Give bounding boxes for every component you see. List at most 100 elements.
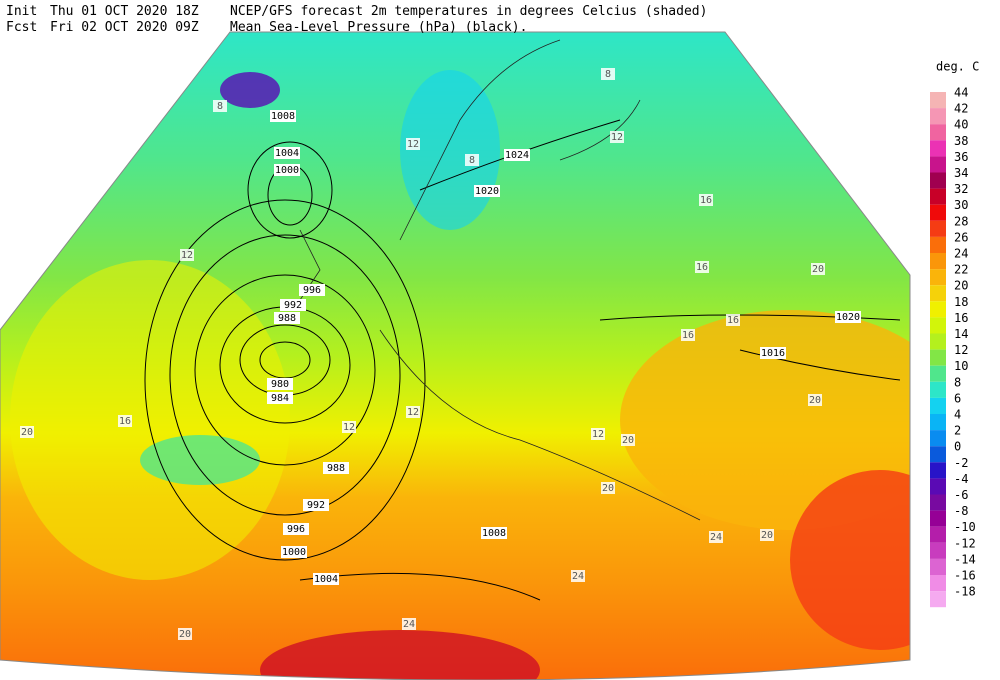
label-box [323,462,349,474]
isobar-label: 1004 [275,148,299,159]
legend-label: 44 [954,86,968,100]
label-box [835,311,861,323]
isobar-label: 1000 [275,165,299,176]
label-box [303,499,329,511]
legend-swatch [930,462,946,479]
legend-swatch [930,204,946,221]
legend-swatch [930,236,946,253]
legend-swatch [930,220,946,237]
label-box [601,68,615,80]
title-line-1: NCEP/GFS forecast 2m temperatures in deg… [230,4,707,19]
label-box [118,415,132,427]
legend-label: 10 [954,359,968,373]
temperature-label: 16 [682,330,694,341]
contour-labels: 1008100410009969929889809849889929961000… [20,68,861,640]
temperature-label: 20 [21,427,33,438]
legend-label: 20 [954,279,968,293]
isobar-label: 1024 [505,150,529,161]
isobar-label: 1020 [475,186,499,197]
label-box [270,110,296,122]
map-area [0,32,910,680]
label-box [591,428,605,440]
legend-swatch [930,156,946,173]
label-box [280,299,306,311]
label-box [213,100,227,112]
label-box [695,261,709,273]
isobar-label: 996 [303,285,321,296]
isobar-label: 1008 [271,111,295,122]
isobar-label: 1004 [314,574,338,585]
label-box [601,482,615,494]
legend-label: -12 [954,536,976,550]
temperature-label: 8 [217,101,223,112]
isobar-label: 996 [287,524,305,535]
label-box [709,531,723,543]
isobar-label: 1016 [761,348,785,359]
label-box [808,394,822,406]
legend: 4442403836343230282624222018161412108642… [930,86,976,608]
isobar-label: 992 [284,300,302,311]
isobar-label: 984 [271,393,289,404]
temperature-label: 16 [696,262,708,273]
legend-swatch [930,397,946,414]
temperature-label: 12 [407,139,419,150]
temperature-label: 8 [469,155,475,166]
legend-label: 12 [954,343,968,357]
temperature-label: 20 [812,264,824,275]
temperature-label: 16 [119,416,131,427]
legend-swatch [930,140,946,157]
label-box [402,618,416,630]
temperature-label: 16 [700,195,712,206]
legend-title: deg. C [936,60,979,74]
legend-swatch [930,575,946,592]
legend-swatch [930,108,946,125]
legend-swatch [930,558,946,575]
legend-label: 22 [954,263,968,277]
legend-swatch [930,285,946,302]
legend-swatch [930,478,946,495]
temperature-label: 12 [181,250,193,261]
label-box [180,249,194,261]
legend-label: -18 [954,585,976,599]
temperature-label: 20 [602,483,614,494]
legend-label: -4 [954,472,968,486]
temperature-label: 20 [622,435,634,446]
label-box [281,546,307,558]
label-box [267,392,293,404]
temperature-label: 8 [605,69,611,80]
label-box [342,421,356,433]
label-box [267,378,293,390]
legend-swatch [930,591,946,608]
label-box [699,194,713,206]
isobar-label: 992 [307,500,325,511]
label-box [299,284,325,296]
temperature-label: 16 [727,315,739,326]
legend-label: 30 [954,198,968,212]
temperature-label: 12 [343,422,355,433]
fcst-label: Fcst [6,20,37,35]
legend-swatch [930,542,946,559]
legend-label: 26 [954,230,968,244]
temperature-label: 24 [572,571,584,582]
legend-swatch [930,172,946,189]
legend-swatch [930,446,946,463]
label-box [313,573,339,585]
legend-label: 4 [954,408,961,422]
isobar-label: 988 [278,313,296,324]
init-time: Thu 01 OCT 2020 18Z [50,4,199,19]
label-box [504,149,530,161]
label-box [760,529,774,541]
isobar-label: 988 [327,463,345,474]
legend-label: -8 [954,504,968,518]
label-box [274,164,300,176]
legend-label: -14 [954,552,976,566]
legend-label: 16 [954,311,968,325]
legend-label: 32 [954,182,968,196]
isobar-label: 1000 [282,547,306,558]
legend-label: 14 [954,327,968,341]
legend-swatch [930,253,946,270]
legend-swatch [930,494,946,511]
label-box [283,523,309,535]
label-box [178,628,192,640]
label-box [610,131,624,143]
